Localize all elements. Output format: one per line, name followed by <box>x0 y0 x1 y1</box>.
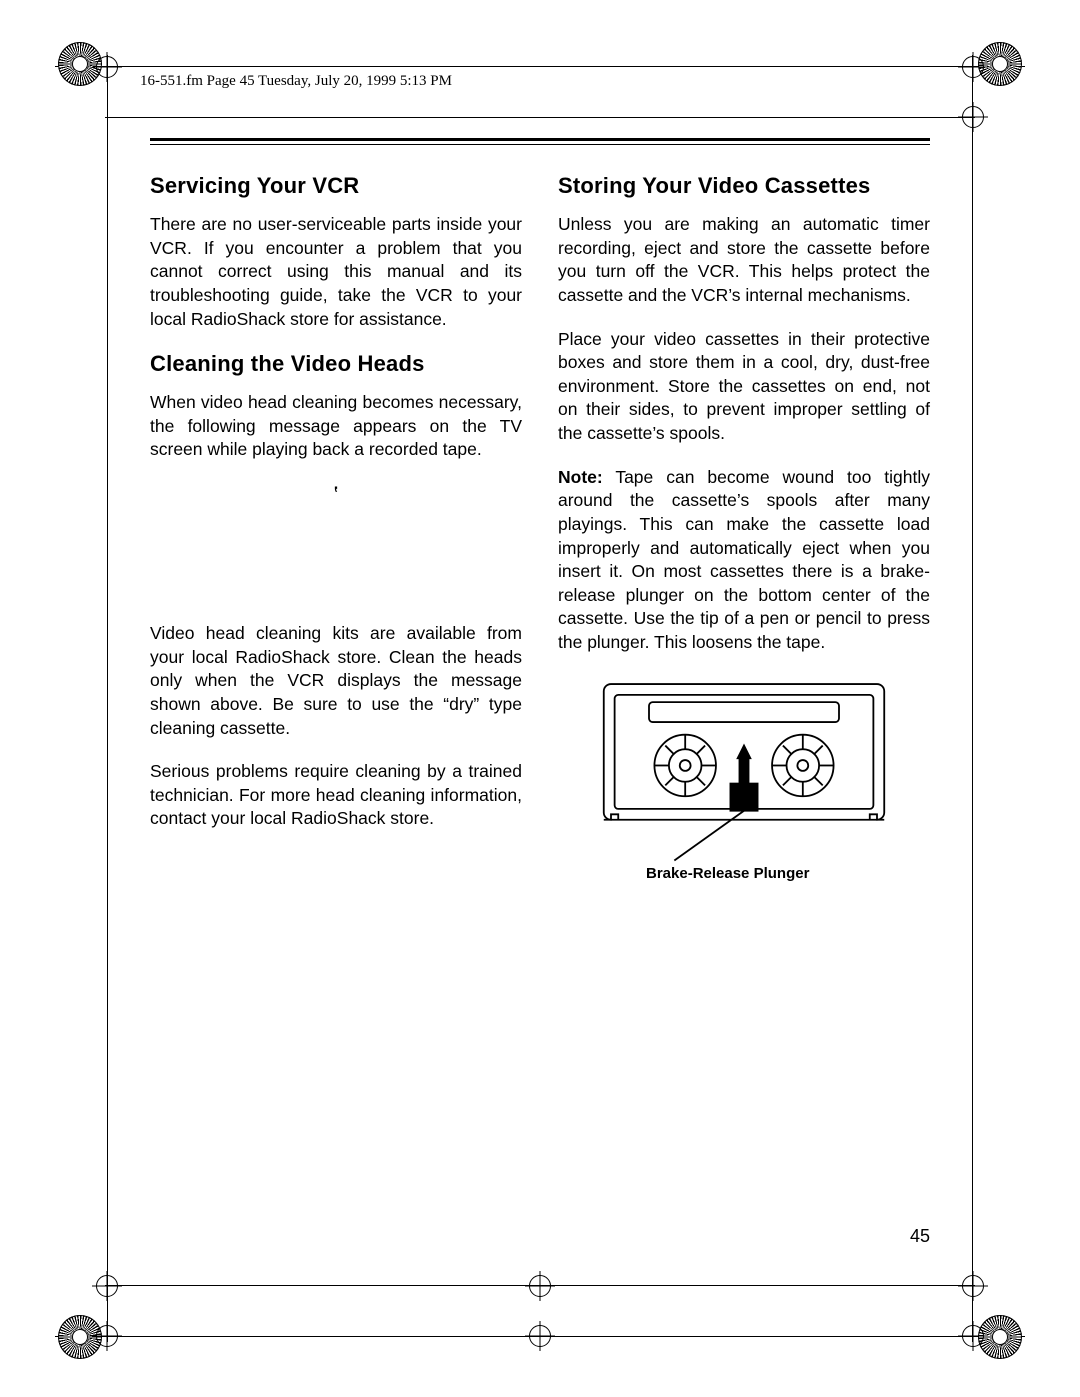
registration-mark-icon <box>96 56 118 78</box>
content-area: Servicing Your VCR There are no user-ser… <box>150 138 930 1247</box>
para-servicing: There are no user-serviceable parts insi… <box>150 213 522 331</box>
cassette-diagram: Brake-Release Plunger <box>558 675 930 882</box>
crop-line <box>105 117 975 118</box>
crop-line <box>107 55 108 1342</box>
two-column-layout: Servicing Your VCR There are no user-ser… <box>150 173 930 882</box>
crop-line <box>55 66 1025 67</box>
top-rule-thin <box>150 144 930 145</box>
registration-mark-icon <box>962 1325 984 1347</box>
registration-mark-icon <box>962 1275 984 1297</box>
note-body: Tape can become wound too tightly around… <box>558 467 930 652</box>
para-storing-1: Unless you are making an automatic timer… <box>558 213 930 308</box>
left-column: Servicing Your VCR There are no user-ser… <box>150 173 522 882</box>
para-cleaning-kits: Video head cleaning kits are available f… <box>150 622 522 740</box>
crop-line <box>972 55 973 1342</box>
cassette-icon <box>579 675 909 865</box>
para-cleaning-technician: Serious problems require cleaning by a t… <box>150 760 522 831</box>
page-root: 16-551.fm Page 45 Tuesday, July 20, 1999… <box>0 0 1080 1397</box>
registration-mark-icon <box>529 1275 551 1297</box>
registration-mark-icon <box>529 1325 551 1347</box>
right-column: Storing Your Video Cassettes Unless you … <box>558 173 930 882</box>
note-label: Note: <box>558 467 603 487</box>
registration-mark-icon <box>962 56 984 78</box>
registration-wheel-icon <box>978 42 1022 86</box>
cassette-svg-wrap <box>579 675 909 865</box>
page-number: 45 <box>910 1226 930 1247</box>
top-rule-thick <box>150 138 930 141</box>
registration-mark-icon <box>962 106 984 128</box>
registration-wheel-icon <box>978 1315 1022 1359</box>
heading-cleaning-heads: Cleaning the Video Heads <box>150 351 522 377</box>
heading-servicing-vcr: Servicing Your VCR <box>150 173 522 199</box>
registration-mark-icon <box>96 1325 118 1347</box>
tv-message-placeholder: ‛ <box>150 482 522 622</box>
heading-storing-cassettes: Storing Your Video Cassettes <box>558 173 930 199</box>
document-header-meta: 16-551.fm Page 45 Tuesday, July 20, 1999… <box>140 73 452 90</box>
registration-mark-icon <box>96 1275 118 1297</box>
para-storing-2: Place your video cassettes in their prot… <box>558 328 930 446</box>
para-storing-note: Note: Tape can become wound too tightly … <box>558 466 930 655</box>
para-cleaning-intro: When video head cleaning becomes necessa… <box>150 391 522 462</box>
diagram-caption: Brake-Release Plunger <box>646 865 930 882</box>
